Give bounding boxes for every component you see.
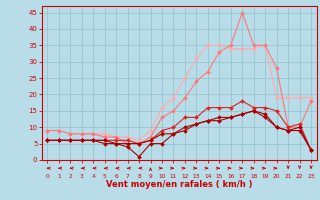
X-axis label: Vent moyen/en rafales ( km/h ): Vent moyen/en rafales ( km/h ) <box>106 180 252 189</box>
